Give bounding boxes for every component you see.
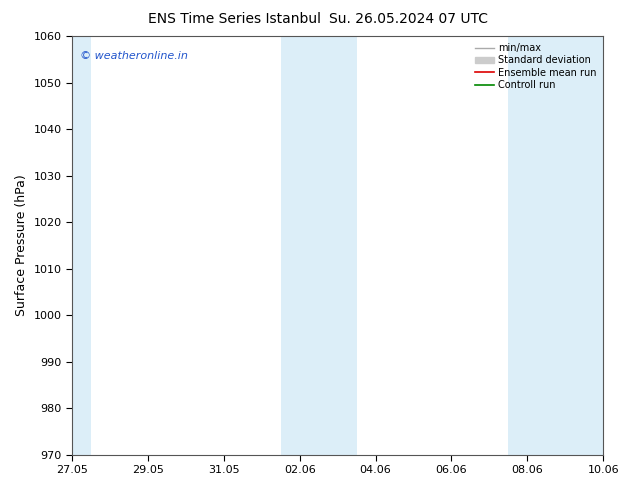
Bar xyxy=(508,36,622,455)
Text: ENS Time Series Istanbul: ENS Time Series Istanbul xyxy=(148,12,321,26)
Legend: min/max, Standard deviation, Ensemble mean run, Controll run: min/max, Standard deviation, Ensemble me… xyxy=(472,41,598,92)
Bar xyxy=(53,36,91,455)
Bar xyxy=(281,36,356,455)
Text: Su. 26.05.2024 07 UTC: Su. 26.05.2024 07 UTC xyxy=(330,12,488,26)
Text: © weatheronline.in: © weatheronline.in xyxy=(80,51,188,61)
Y-axis label: Surface Pressure (hPa): Surface Pressure (hPa) xyxy=(15,174,28,316)
